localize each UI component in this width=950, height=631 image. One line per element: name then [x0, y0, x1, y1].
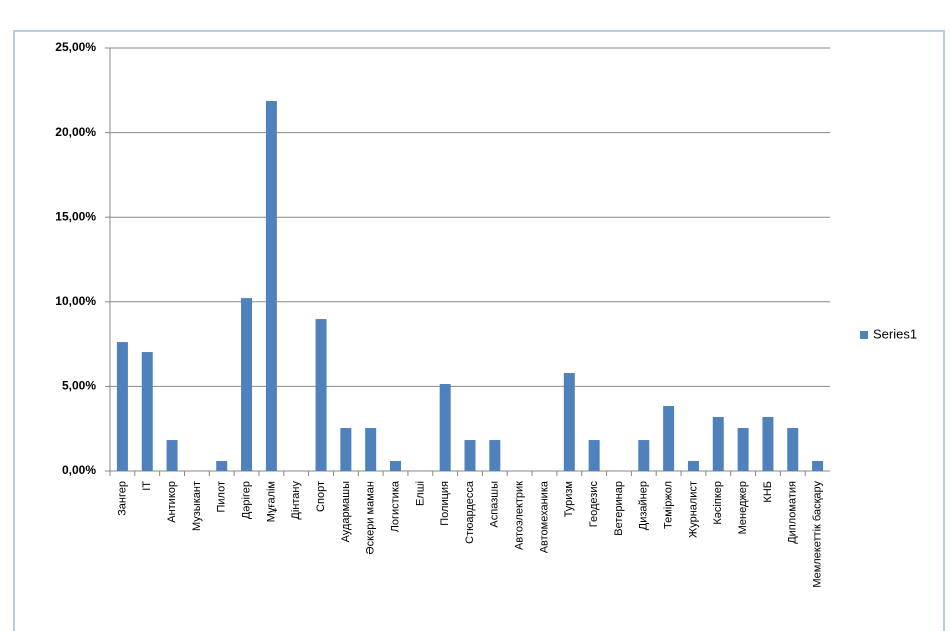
- y-tick-label: 20,00%: [55, 125, 96, 139]
- x-tick-label: Мемлекеттік басқару: [811, 481, 823, 588]
- x-tick-label: Теміржол: [663, 481, 675, 529]
- x-tick-label: Антикор: [166, 481, 178, 523]
- bar: [439, 384, 451, 471]
- x-tick-label: Журналист: [687, 481, 699, 538]
- bar: [265, 100, 277, 472]
- y-tick-label: 0,00%: [62, 463, 96, 477]
- y-tick-label: 25,00%: [55, 40, 96, 54]
- x-tick-label: Елші: [414, 481, 426, 506]
- x-tick-label: Әскери маман: [365, 481, 377, 555]
- x-tick-label: Геодезис: [588, 481, 600, 528]
- bar: [315, 319, 327, 471]
- x-tick-label: Ветеринар: [613, 481, 625, 536]
- bar: [216, 461, 228, 471]
- bar: [588, 440, 600, 471]
- y-tick-label: 15,00%: [55, 209, 96, 223]
- x-tick-label: Менеджер: [737, 481, 749, 534]
- x-tick-label: Спорт: [315, 481, 327, 512]
- chart-frame: [13, 30, 945, 631]
- bar: [812, 461, 824, 471]
- x-tick-label: Дәрігер: [240, 481, 252, 519]
- x-tick-label: Зангер: [116, 481, 128, 516]
- bar: [638, 440, 650, 471]
- bar: [365, 428, 377, 471]
- bar: [141, 352, 153, 471]
- bar: [241, 298, 253, 471]
- bar: [166, 440, 178, 471]
- x-tick-label: Автомеханика: [538, 480, 550, 553]
- x-tick-label: Дизайнер: [638, 481, 650, 530]
- x-tick-label: Туризм: [563, 481, 575, 517]
- bar: [762, 417, 774, 471]
- bar: [390, 461, 402, 471]
- x-tick-label: Автоэлектрик: [514, 481, 526, 550]
- x-tick-label: Аспазшы: [489, 481, 501, 528]
- bar: [687, 461, 699, 471]
- x-tick-label: Полиция: [439, 481, 451, 526]
- legend-label: Series1: [873, 326, 917, 341]
- x-tick-label: Аудармашы: [340, 481, 352, 543]
- y-tick-label: 10,00%: [55, 294, 96, 308]
- legend-swatch: [860, 331, 868, 339]
- x-tick-label: Логистика: [389, 480, 401, 532]
- y-tick-label: 5,00%: [62, 379, 96, 393]
- bar: [464, 440, 476, 471]
- bar: [489, 440, 501, 471]
- bar: [712, 417, 724, 471]
- x-tick-label: Мұғалім: [265, 481, 277, 522]
- x-tick-label: Дінтану: [290, 481, 302, 520]
- x-tick-label: Дипломатия: [787, 481, 799, 544]
- x-tick-label: Музыкант: [191, 481, 203, 531]
- x-tick-label: IT: [141, 481, 153, 491]
- x-tick-label: КНБ: [762, 481, 774, 503]
- x-tick-label: Пилот: [216, 481, 228, 513]
- x-tick-label: Стюардесса: [464, 480, 476, 544]
- bar: [737, 428, 749, 471]
- bar: [563, 373, 575, 471]
- bar: [787, 428, 799, 471]
- bar: [116, 342, 128, 471]
- x-tick-label: Кәсіпкер: [712, 481, 724, 525]
- bar: [663, 406, 675, 471]
- bar: [340, 428, 352, 471]
